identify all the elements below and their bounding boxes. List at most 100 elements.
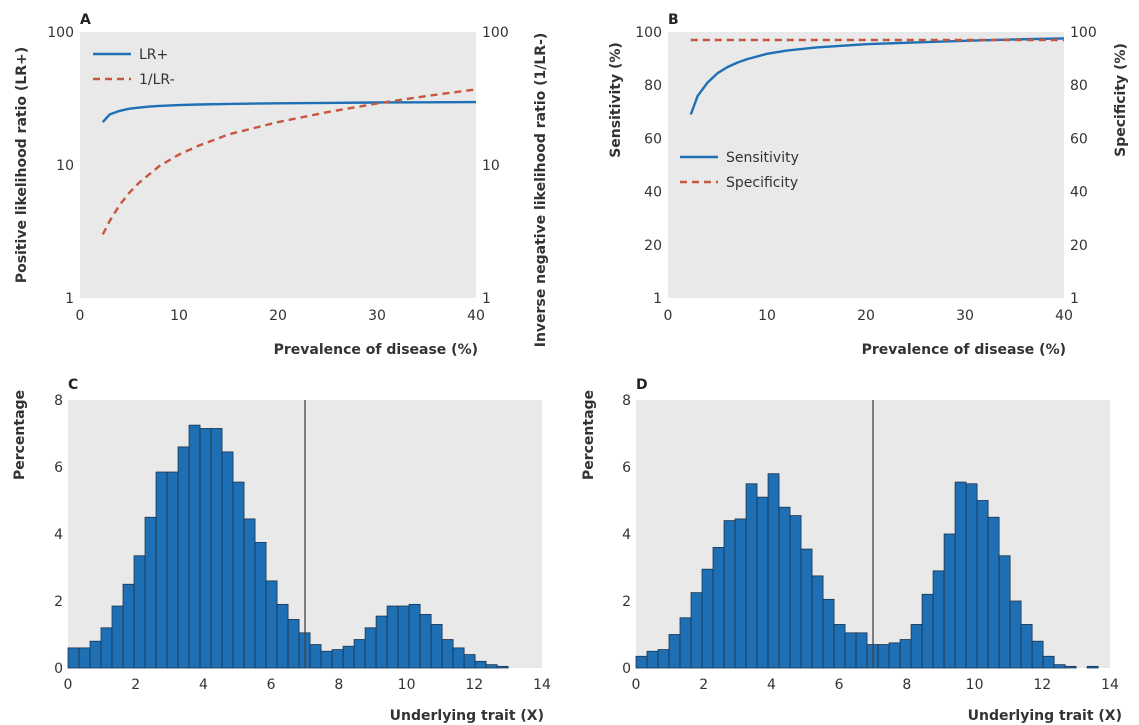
histogram-bar bbox=[855, 632, 868, 669]
panel-c-x-tick: 10 bbox=[398, 677, 416, 693]
panel-b-y-tick-right: 40 bbox=[1070, 185, 1088, 201]
panel-d-x-tick: 6 bbox=[835, 677, 844, 693]
histogram-bar bbox=[987, 516, 1000, 669]
panel-c-x-tick: 14 bbox=[533, 677, 551, 693]
histogram-bar bbox=[701, 568, 714, 669]
legend-item-sensitivity: Sensitivity bbox=[726, 150, 799, 166]
histogram-bar bbox=[1064, 665, 1077, 669]
panel-d-y-tick: 0 bbox=[622, 661, 631, 677]
histogram-bar bbox=[265, 580, 278, 669]
histogram-bar bbox=[188, 424, 201, 669]
histogram-bar bbox=[100, 627, 113, 669]
panel-b-y-tick: 20 bbox=[644, 238, 662, 254]
histogram-bar bbox=[78, 647, 91, 669]
histogram-bar bbox=[485, 664, 498, 669]
panel-d-x-tick: 12 bbox=[1033, 677, 1051, 693]
panel-d-y-tick: 8 bbox=[622, 393, 631, 409]
histogram-bar bbox=[1042, 655, 1055, 669]
panel-d-x-tick: 4 bbox=[767, 677, 776, 693]
histogram-bar bbox=[430, 624, 443, 669]
histogram-bar bbox=[712, 547, 725, 669]
histogram-bar bbox=[111, 605, 124, 669]
panel-d-x-tick: 10 bbox=[966, 677, 984, 693]
histogram-bar bbox=[375, 615, 388, 669]
panel-b-xlabel: Prevalence of disease (%) bbox=[862, 342, 1066, 358]
histogram-bar bbox=[287, 619, 300, 669]
histogram-bar bbox=[833, 624, 846, 669]
histogram-bar bbox=[734, 518, 747, 669]
panel-b-y-tick-right: 20 bbox=[1070, 238, 1088, 254]
panel-d-xlabel: Underlying trait (X) bbox=[968, 708, 1122, 724]
histogram-bar bbox=[954, 481, 967, 669]
series-line-1-lr- bbox=[101, 88, 477, 236]
histogram-bar bbox=[122, 583, 135, 669]
panel-b-x-tick: 40 bbox=[1055, 308, 1073, 324]
histogram-bar bbox=[386, 605, 399, 669]
histogram-bar bbox=[723, 520, 736, 669]
panel-b-y-tick: 40 bbox=[644, 185, 662, 201]
panel-b-plot-area bbox=[668, 32, 1064, 298]
histogram-bar bbox=[243, 518, 256, 669]
histogram-bar bbox=[811, 575, 824, 669]
panel-d-ylabel: Percentage bbox=[581, 390, 597, 480]
panel-a-x-tick: 20 bbox=[269, 308, 287, 324]
histogram-bar bbox=[419, 614, 432, 669]
histogram-bar bbox=[144, 516, 157, 669]
histogram-bar bbox=[210, 428, 223, 669]
panel-d-y-tick: 4 bbox=[622, 527, 631, 543]
histogram-bar bbox=[822, 598, 835, 669]
histogram-bar bbox=[177, 446, 190, 669]
histogram-bar bbox=[1031, 640, 1044, 669]
histogram-bar bbox=[800, 548, 813, 669]
panel-a-legend: LR+ 1/LR- bbox=[93, 47, 175, 88]
panel-c-x-tick: 12 bbox=[465, 677, 483, 693]
panel-d-x-tick: 14 bbox=[1101, 677, 1119, 693]
panel-a-y-tick-right: 1 bbox=[482, 291, 491, 307]
panel-a-ylabel: Positive likelihood ratio (LR+) bbox=[14, 47, 30, 283]
panel-d-letter: D bbox=[636, 377, 648, 393]
panel-a-x-tick: 0 bbox=[76, 308, 85, 324]
histogram-bar bbox=[998, 555, 1011, 669]
panel-b-x-tick: 10 bbox=[758, 308, 776, 324]
panel-b-x-tick: 0 bbox=[664, 308, 673, 324]
histogram-bar bbox=[635, 655, 648, 669]
panel-d-x-tick: 0 bbox=[632, 677, 641, 693]
panel-a-plot-area bbox=[80, 32, 476, 298]
panel-c-y-tick: 8 bbox=[54, 393, 63, 409]
histogram-bar bbox=[1020, 624, 1033, 669]
panel-a-y-tick-right: 100 bbox=[482, 25, 509, 41]
panel-d-x-tick: 8 bbox=[902, 677, 911, 693]
histogram-bar bbox=[877, 644, 890, 669]
panel-a-xlabel: Prevalence of disease (%) bbox=[274, 342, 478, 358]
panel-a-x-tick: 40 bbox=[467, 308, 485, 324]
histogram-bar bbox=[668, 634, 681, 669]
panel-b-y-tick-right: 1 bbox=[1070, 291, 1079, 307]
panel-b-y-tick: 1 bbox=[653, 291, 662, 307]
histogram-bar bbox=[331, 649, 344, 669]
series-line-sensitivity bbox=[689, 37, 1065, 115]
histogram-bar bbox=[199, 428, 212, 669]
histogram-bar bbox=[342, 645, 355, 669]
histogram-bar bbox=[254, 541, 267, 669]
panel-c-x-tick: 6 bbox=[267, 677, 276, 693]
histogram-bar bbox=[657, 649, 670, 669]
histogram-bar bbox=[976, 500, 989, 669]
histogram-bar bbox=[756, 496, 769, 669]
histogram-bar bbox=[452, 647, 465, 669]
panel-c-y-tick: 6 bbox=[54, 460, 63, 476]
histogram-bar bbox=[232, 481, 245, 669]
histogram-bar bbox=[166, 471, 179, 669]
histogram-bar bbox=[353, 639, 366, 669]
panel-a-x-tick: 30 bbox=[368, 308, 386, 324]
histogram-bar bbox=[408, 603, 421, 669]
panel-c-ylabel: Percentage bbox=[12, 390, 28, 480]
histogram-bar bbox=[921, 593, 934, 669]
panel-b-y-tick-right: 60 bbox=[1070, 131, 1088, 147]
panel-c-x-tick: 0 bbox=[64, 677, 73, 693]
panel-b-ylabel: Sensitivity (%) bbox=[608, 42, 624, 158]
histogram-bar bbox=[441, 639, 454, 669]
